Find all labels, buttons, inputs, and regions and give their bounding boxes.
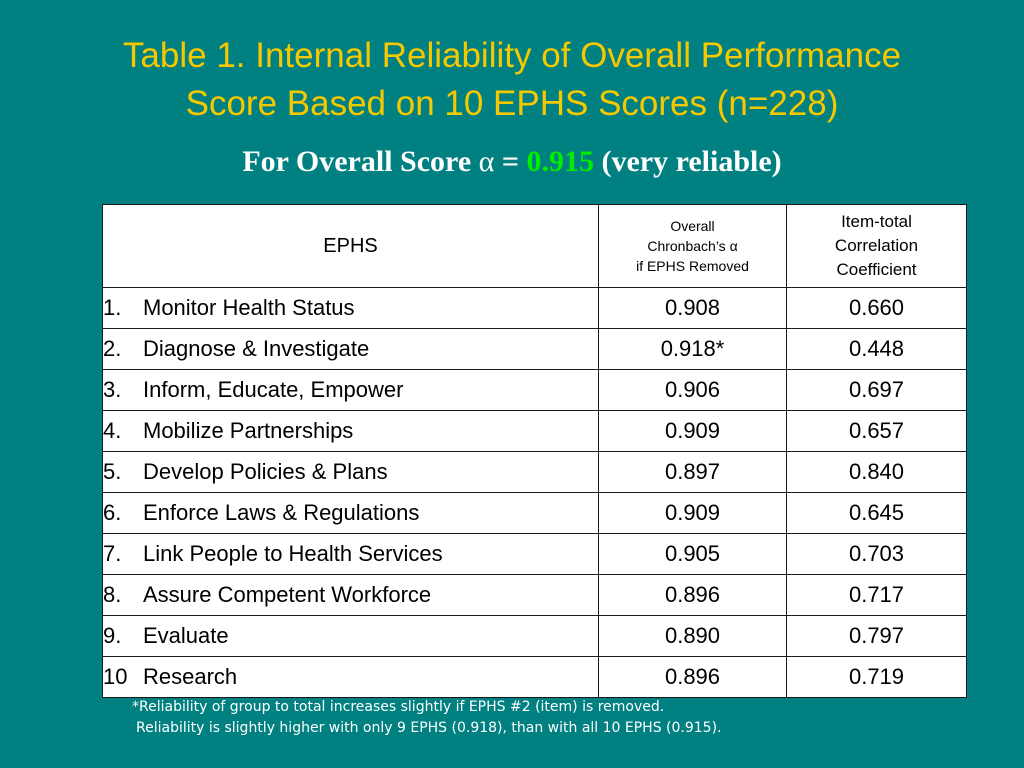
header-corr-line-3: Coefficient bbox=[836, 260, 917, 279]
alpha-if-removed-cell: 0.897 bbox=[598, 451, 787, 493]
slide-title: Table 1. Internal Reliability of Overall… bbox=[0, 32, 1024, 128]
header-alpha-if-removed: Overall Chronbach’s α if EPHS Removed bbox=[598, 204, 787, 288]
ephs-cell: 2. Diagnose & Investigate bbox=[102, 328, 599, 370]
alpha-if-removed-cell: 0.918* bbox=[598, 328, 787, 370]
table-row: 9. Evaluate 0.890 0.797 bbox=[102, 615, 967, 657]
subtitle-equals: = bbox=[494, 145, 527, 178]
header-alpha-line-3: if EPHS Removed bbox=[636, 258, 749, 274]
ephs-name: Mobilize Partnerships bbox=[143, 418, 354, 443]
row-number: 3. bbox=[103, 377, 122, 402]
alpha-if-removed-cell: 0.896 bbox=[598, 656, 787, 698]
alpha-if-removed-cell: 0.905 bbox=[598, 533, 787, 575]
table-row: 1. Monitor Health Status 0.908 0.660 bbox=[102, 287, 967, 329]
table-row: 3. Inform, Educate, Empower 0.906 0.697 bbox=[102, 369, 967, 411]
ephs-name: Enforce Laws & Regulations bbox=[143, 500, 420, 525]
row-number: 8. bbox=[103, 582, 122, 607]
row-number: 5. bbox=[103, 459, 122, 484]
table-row: 8. Assure Competent Workforce 0.896 0.717 bbox=[102, 574, 967, 616]
correlation-cell: 0.719 bbox=[786, 656, 967, 698]
title-line-2: Score Based on 10 EPHS Scores (n=228) bbox=[185, 84, 839, 123]
ephs-name: Develop Policies & Plans bbox=[143, 459, 388, 484]
alpha-if-removed-cell: 0.896 bbox=[598, 574, 787, 616]
correlation-cell: 0.448 bbox=[786, 328, 967, 370]
ephs-cell: 7. Link People to Health Services bbox=[102, 533, 599, 575]
header-corr-line-2: Correlation bbox=[834, 236, 919, 255]
alpha-if-removed-cell: 0.908 bbox=[598, 287, 787, 329]
title-line-1: Table 1. Internal Reliability of Overall… bbox=[122, 36, 902, 75]
row-number: 4. bbox=[103, 418, 122, 443]
header-alpha-line-1: Overall bbox=[670, 218, 715, 234]
header-ephs: EPHS bbox=[102, 204, 599, 288]
alpha-if-removed-cell: 0.909 bbox=[598, 410, 787, 452]
row-number: 7. bbox=[103, 541, 122, 566]
ephs-cell: 8. Assure Competent Workforce bbox=[102, 574, 599, 616]
correlation-cell: 0.703 bbox=[786, 533, 967, 575]
subtitle-suffix: (very reliable) bbox=[593, 145, 782, 178]
alpha-symbol: α bbox=[478, 145, 495, 178]
alpha-if-removed-cell: 0.890 bbox=[598, 615, 787, 657]
correlation-cell: 0.840 bbox=[786, 451, 967, 493]
row-number: 6. bbox=[103, 500, 122, 525]
row-number: 1. bbox=[103, 295, 122, 320]
footnote-line-2: Reliability is slightly higher with only… bbox=[136, 720, 722, 736]
ephs-name: Research bbox=[143, 664, 238, 689]
correlation-cell: 0.717 bbox=[786, 574, 967, 616]
overall-score-subtitle: For Overall Score α = 0.915 (very reliab… bbox=[0, 140, 1024, 184]
correlation-cell: 0.645 bbox=[786, 492, 967, 534]
reliability-table: EPHS Overall Chronbach’s α if EPHS Remov… bbox=[102, 204, 967, 698]
ephs-cell: 9. Evaluate bbox=[102, 615, 599, 657]
ephs-name: Evaluate bbox=[143, 623, 229, 648]
correlation-cell: 0.660 bbox=[786, 287, 967, 329]
ephs-name: Monitor Health Status bbox=[143, 295, 355, 320]
ephs-cell: 6. Enforce Laws & Regulations bbox=[102, 492, 599, 534]
ephs-cell: 3. Inform, Educate, Empower bbox=[102, 369, 599, 411]
row-number: 2. bbox=[103, 336, 122, 361]
alpha-if-removed-cell: 0.909 bbox=[598, 492, 787, 534]
row-number: 9. bbox=[103, 623, 122, 648]
ephs-name: Inform, Educate, Empower bbox=[143, 377, 404, 402]
table-row: 10 Research 0.896 0.719 bbox=[102, 656, 967, 698]
table-row: 6. Enforce Laws & Regulations 0.909 0.645 bbox=[102, 492, 967, 534]
ephs-name: Link People to Health Services bbox=[143, 541, 443, 566]
ephs-cell: 5. Develop Policies & Plans bbox=[102, 451, 599, 493]
alpha-if-removed-cell: 0.906 bbox=[598, 369, 787, 411]
ephs-name: Diagnose & Investigate bbox=[143, 336, 370, 361]
ephs-name: Assure Competent Workforce bbox=[143, 582, 432, 607]
subtitle-prefix: For Overall Score bbox=[242, 145, 479, 178]
row-number: 10 bbox=[103, 664, 128, 689]
table-row: 7. Link People to Health Services 0.905 0… bbox=[102, 533, 967, 575]
table-row: 2. Diagnose & Investigate 0.918* 0.448 bbox=[102, 328, 967, 370]
correlation-cell: 0.797 bbox=[786, 615, 967, 657]
table-row: 5. Develop Policies & Plans 0.897 0.840 bbox=[102, 451, 967, 493]
header-alpha-line-2: Chronbach’s α bbox=[647, 238, 738, 254]
ephs-cell: 4. Mobilize Partnerships bbox=[102, 410, 599, 452]
table-header-row: EPHS Overall Chronbach’s α if EPHS Remov… bbox=[102, 204, 967, 288]
header-corr-line-1: Item-total bbox=[841, 212, 912, 231]
footnote-line-1: *Reliability of group to total increases… bbox=[132, 699, 665, 715]
table-footnote: *Reliability of group to total increases… bbox=[132, 697, 722, 739]
table-row: 4. Mobilize Partnerships 0.909 0.657 bbox=[102, 410, 967, 452]
correlation-cell: 0.657 bbox=[786, 410, 967, 452]
header-item-total-correlation: Item-total Correlation Coefficient bbox=[786, 204, 967, 288]
correlation-cell: 0.697 bbox=[786, 369, 967, 411]
ephs-cell: 10 Research bbox=[102, 656, 599, 698]
overall-alpha-value: 0.915 bbox=[526, 145, 594, 178]
ephs-cell: 1. Monitor Health Status bbox=[102, 287, 599, 329]
